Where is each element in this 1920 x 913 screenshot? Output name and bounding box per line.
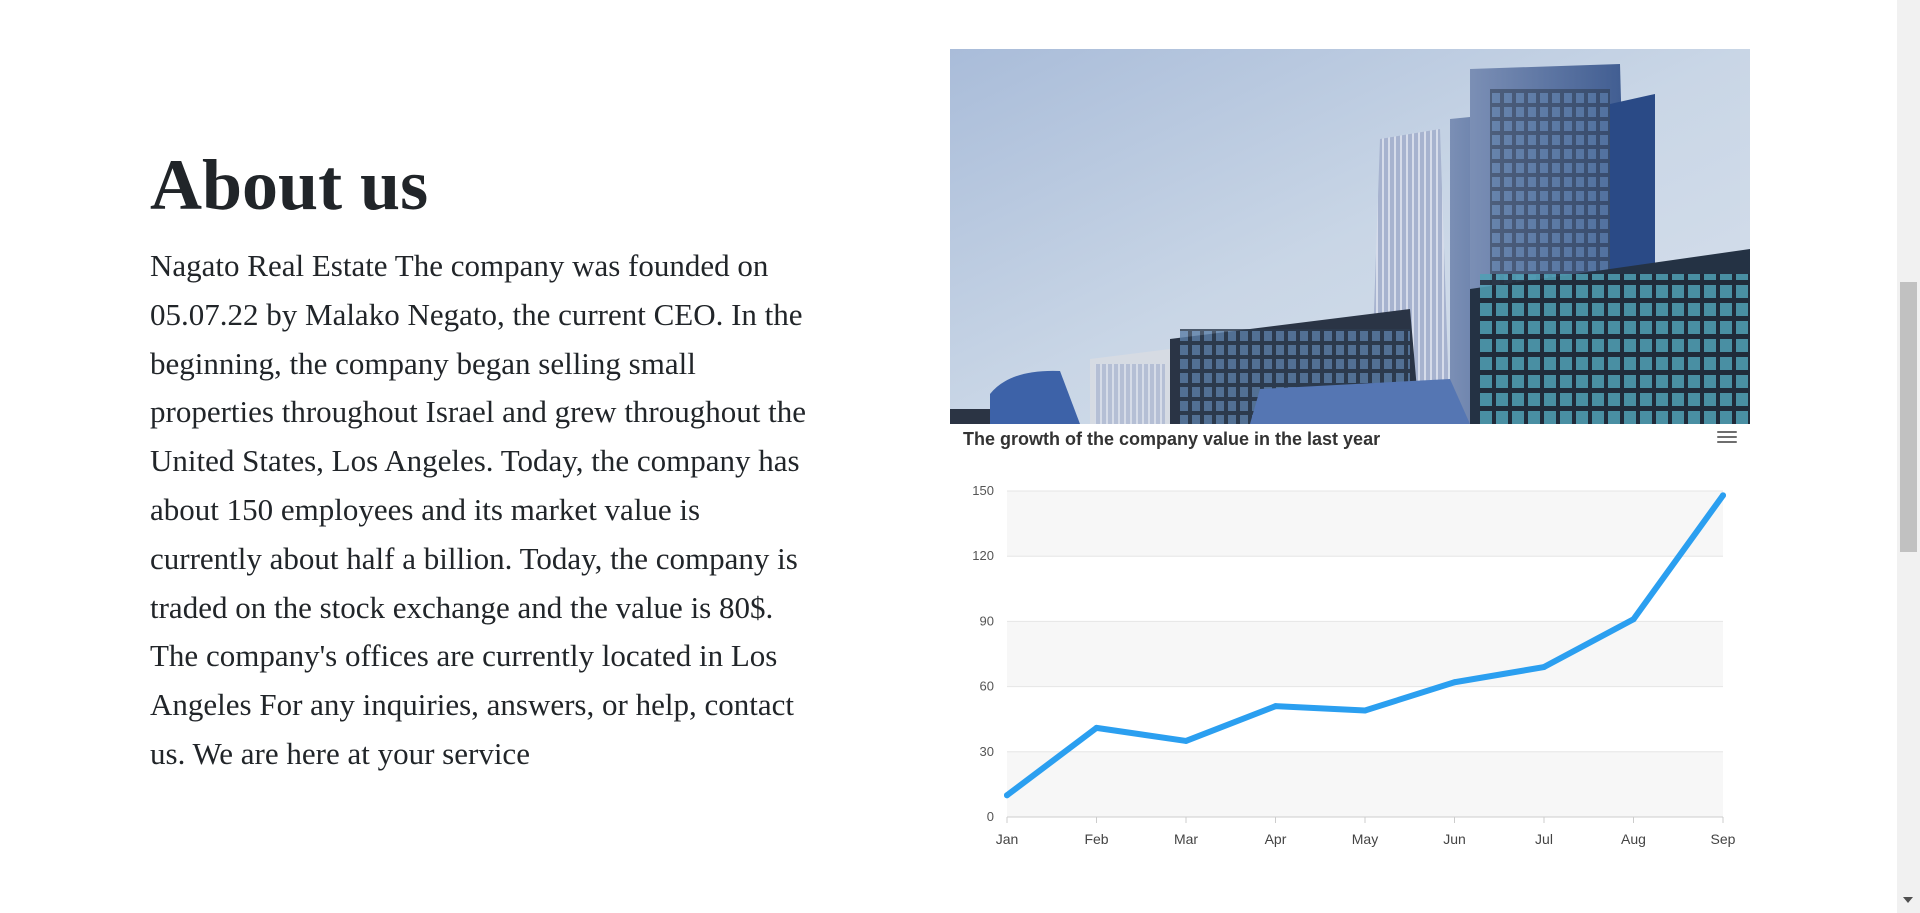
y-tick-label: 0 [987, 809, 994, 824]
growth-chart: 0 30 60 90 120 150 Jan Feb Mar Apr May Jun Jul Aug Sep… [950, 424, 1750, 864]
data-point [1720, 492, 1726, 499]
chart-title: The growth of the company value in the l… [963, 429, 1381, 449]
y-tick-label: 60 [980, 679, 994, 694]
grid-band [1007, 491, 1723, 557]
y-tick-label: 90 [980, 613, 994, 628]
x-tick-label: Jun [1443, 831, 1466, 847]
grid-band [1007, 751, 1723, 817]
x-tick-label: Jan [996, 831, 1019, 847]
y-tick-label: 150 [972, 483, 994, 498]
hamburger-menu-icon[interactable] [1717, 431, 1737, 447]
about-title: About us [150, 145, 429, 225]
data-point [1630, 616, 1637, 623]
data-point [1272, 703, 1279, 710]
y-tick-label: 30 [980, 744, 994, 759]
x-tick-label: Apr [1265, 831, 1287, 847]
data-point [1451, 679, 1458, 686]
x-tick-label: May [1352, 831, 1378, 847]
data-point [1362, 707, 1368, 714]
scroll-down-arrow-icon[interactable] [1903, 897, 1913, 903]
x-tick-label: Feb [1084, 831, 1108, 847]
about-description: Nagato Real Estate The company was found… [150, 248, 806, 771]
about-section: About us Nagato Real Estate The company … [150, 140, 815, 779]
x-tick-label: Jul [1535, 831, 1553, 847]
data-point [1541, 664, 1547, 671]
x-tick-label: Aug [1621, 831, 1646, 847]
x-tick-label: Mar [1174, 831, 1198, 847]
y-tick-label: 120 [972, 548, 994, 563]
x-tick-label: Sep [1711, 831, 1736, 847]
page-scrollbar[interactable] [1897, 0, 1920, 913]
data-point [1183, 737, 1189, 744]
scrollbar-thumb[interactable] [1900, 282, 1917, 552]
buildings-image [950, 49, 1750, 424]
growth-chart-plot: 0 30 60 90 120 150 Jan Feb Mar Apr May Jun Jul Aug Sep [972, 483, 1736, 847]
data-point [1093, 724, 1100, 731]
data-point [1004, 792, 1010, 799]
